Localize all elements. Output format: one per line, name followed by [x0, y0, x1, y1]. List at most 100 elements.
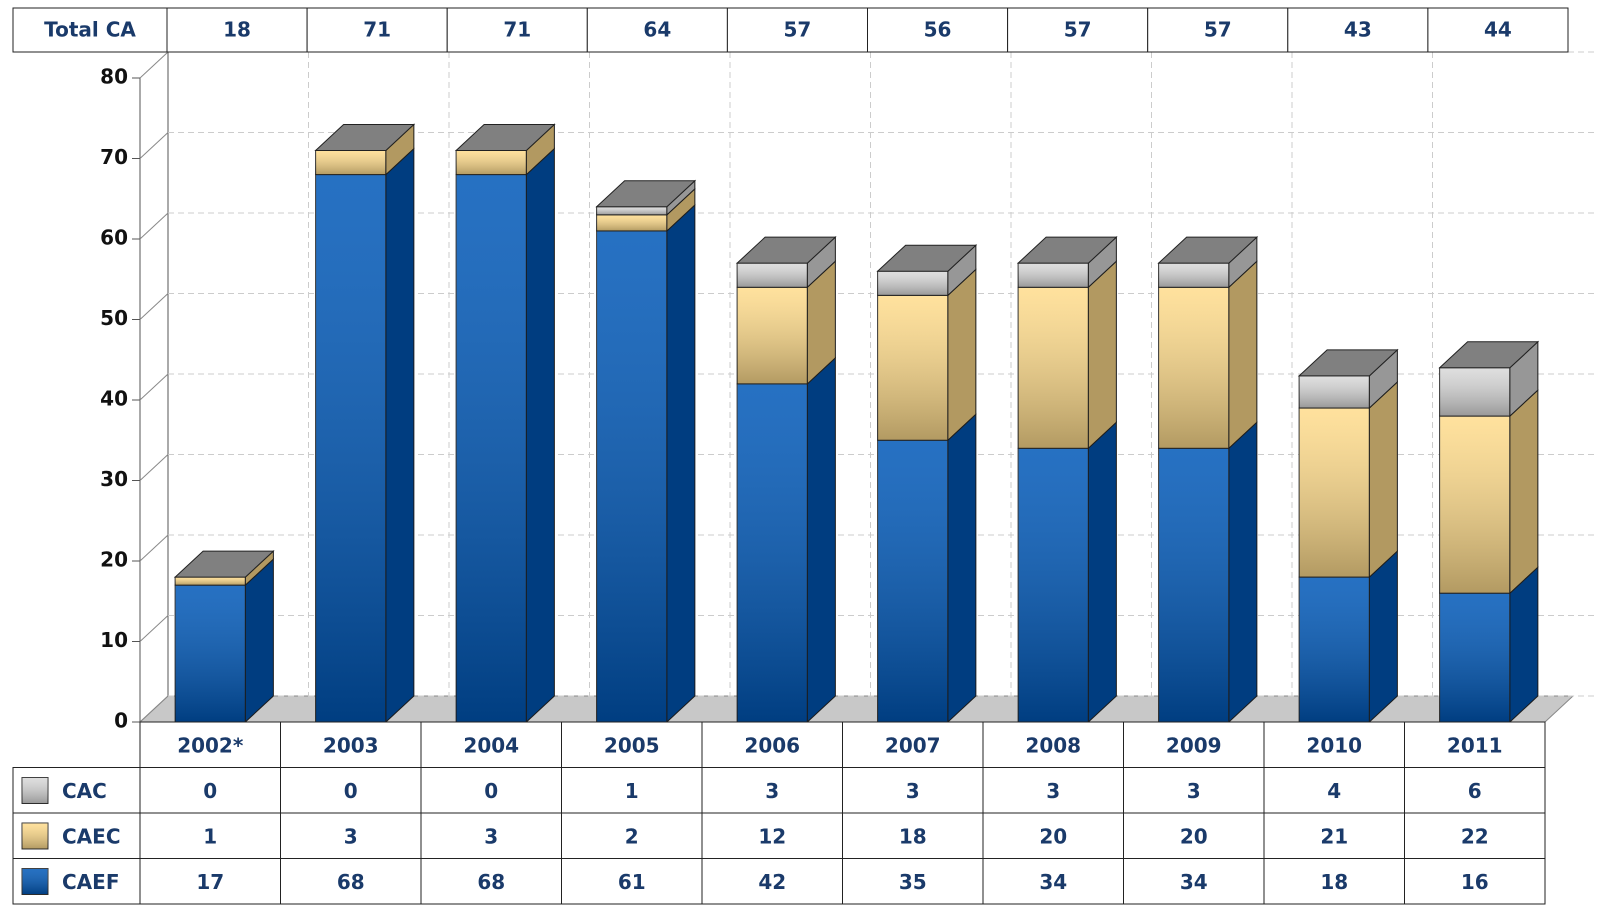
x-tick-label: 2010: [1306, 733, 1362, 757]
grid-line: [139, 51, 169, 79]
table-value: 68: [477, 870, 505, 894]
bar-side-shade: [385, 148, 414, 723]
shade: [1018, 448, 1089, 722]
table-cell: [561, 812, 703, 859]
table-cell: [139, 858, 281, 905]
bar-side-shade: [1228, 422, 1257, 722]
table-value: 3: [1046, 779, 1060, 803]
table-cell: [1287, 7, 1429, 53]
shade: [737, 263, 808, 288]
bar-side-shade: [526, 124, 555, 175]
total-value: 64: [643, 18, 671, 42]
table-value: 0: [203, 779, 217, 803]
table-cell: [1123, 858, 1265, 905]
y-tick-label: 30: [100, 467, 128, 491]
y-tick-label: 20: [100, 548, 128, 572]
x-tick-label: 2011: [1447, 733, 1503, 757]
total-value: 44: [1484, 18, 1512, 42]
bar-side-shade: [947, 269, 976, 441]
bar-top: [454, 123, 556, 151]
total-value: 56: [924, 18, 952, 42]
table-cell: [867, 7, 1009, 53]
shade: [1299, 375, 1370, 409]
table-cell: [1123, 721, 1265, 768]
x-tick-label: 2003: [323, 733, 379, 757]
x-tick-label: 2007: [885, 733, 941, 757]
bar-side-shade: [1369, 551, 1398, 722]
shade: [315, 150, 386, 175]
total-value: 18: [223, 18, 251, 42]
bar-side-shade: [807, 237, 836, 288]
table-cell: [1427, 7, 1569, 53]
bar-top: [595, 180, 697, 208]
total-value: 71: [363, 18, 391, 42]
y-tick-label: 10: [100, 628, 128, 652]
total-label: Total CA: [44, 18, 136, 42]
bar-side-shade: [1509, 567, 1538, 722]
table-cell: [1263, 812, 1405, 859]
y-tick-label: 60: [100, 226, 128, 250]
shade: [22, 868, 48, 895]
table-cell: [842, 858, 984, 905]
bar-side-shade: [947, 414, 976, 722]
x-tick-label: 2004: [463, 733, 519, 757]
shade: [456, 150, 527, 175]
shade: [175, 577, 246, 586]
bar-side-shade: [245, 559, 274, 722]
bar-side-shade: [666, 180, 695, 215]
bar-side-shade: [1228, 237, 1257, 288]
table-value: 6: [1468, 779, 1482, 803]
table-cell: [280, 767, 422, 814]
shade: [1018, 287, 1089, 449]
table-cell: [306, 7, 448, 53]
bar-side-shade: [1369, 382, 1398, 578]
table-cell: [701, 812, 843, 859]
grid-line: [139, 373, 169, 401]
shade: [596, 214, 667, 231]
table-value: 61: [618, 870, 646, 894]
shade: [737, 287, 808, 384]
legend-label: CAC: [62, 779, 107, 803]
table-value: 22: [1461, 824, 1489, 848]
bar-side-shade: [666, 204, 695, 722]
grid-line: [139, 695, 169, 723]
table-cell: [1123, 812, 1265, 859]
table-value: 16: [1461, 870, 1489, 894]
table-cell: [420, 812, 562, 859]
bar-top: [1297, 349, 1399, 377]
table-value: 17: [196, 870, 224, 894]
table-cell: [982, 767, 1124, 814]
table-value: 3: [765, 779, 779, 803]
shade: [1158, 287, 1229, 449]
shade: [877, 440, 948, 722]
grid-line: [139, 615, 169, 642]
table-cell: [842, 812, 984, 859]
table-value: 20: [1039, 824, 1067, 848]
y-tick-label: 80: [100, 65, 128, 89]
table-cell: [1007, 7, 1149, 53]
bar-top: [876, 244, 978, 272]
table-cell: [280, 721, 422, 768]
bar-top: [735, 236, 837, 264]
table-value: 21: [1320, 824, 1348, 848]
bar-side-shade: [807, 357, 836, 722]
table-cell: [139, 812, 281, 859]
table-value: 34: [1180, 870, 1208, 894]
bar-top: [173, 550, 275, 578]
shade: [22, 777, 48, 804]
table-cell: [446, 7, 588, 53]
table-value: 18: [1320, 870, 1348, 894]
bar-top: [1438, 341, 1540, 369]
shade: [737, 383, 808, 722]
shade: [1018, 263, 1089, 288]
x-tick-label: 2005: [604, 733, 660, 757]
table-cell: [726, 7, 869, 53]
y-tick-label: 50: [100, 306, 128, 330]
table-value: 0: [344, 779, 358, 803]
table-value: 68: [337, 870, 365, 894]
bar-side-shade: [1509, 341, 1538, 417]
y-tick-label: 0: [114, 709, 128, 733]
table-cell: [1123, 767, 1265, 814]
shade: [877, 295, 948, 441]
table-value: 0: [484, 779, 498, 803]
